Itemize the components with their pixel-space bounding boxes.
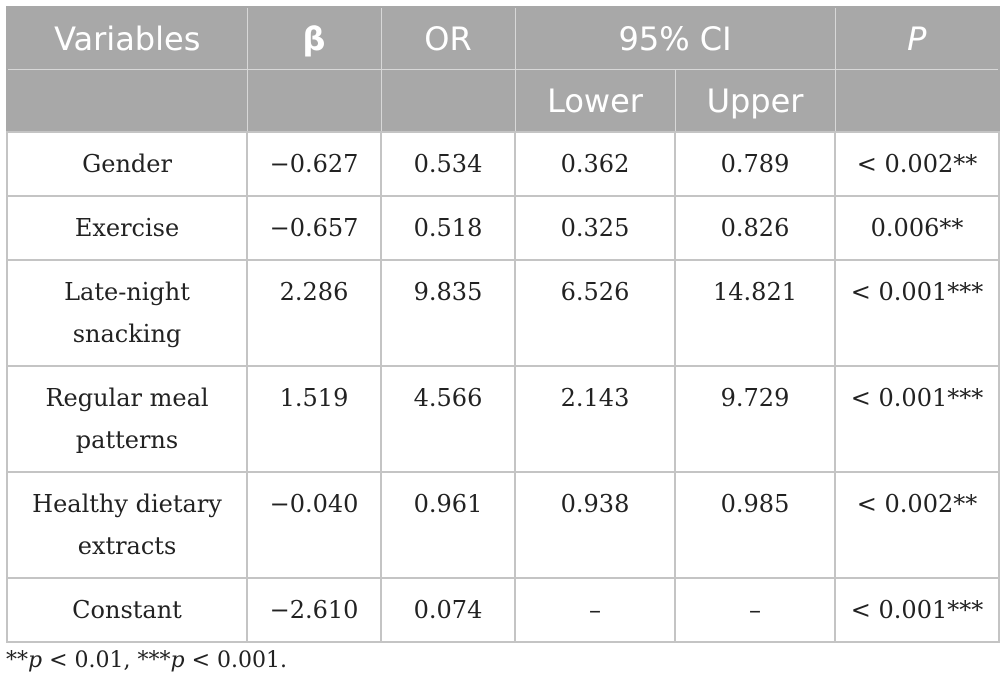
cell-or: 0.534 [380,131,516,197]
header-upper: Upper [674,69,836,132]
table-row: Regular meal patterns 1.519 4.566 2.143 … [6,365,1001,473]
footnote-p: p [170,648,185,673]
header-sub-empty [380,69,516,132]
header-or: OR [380,7,516,70]
table-container: Variables β OR 95% CI P Lower Upper Gend… [6,6,1001,643]
cell-upper: 0.826 [673,195,837,261]
header-ci: 95% CI [514,7,836,70]
cell-p: < 0.001*** [834,365,1001,473]
header-sub-empty [246,69,382,132]
header-variables: Variables [6,7,248,70]
cell-upper: 9.729 [673,365,837,473]
cell-or: 0.961 [380,471,516,579]
cell-p: < 0.001*** [834,577,1001,643]
header-lower: Lower [514,69,676,132]
table-row: Exercise −0.657 0.518 0.325 0.826 0.006*… [6,195,1001,261]
cell-variable: Late-night snacking [6,259,248,367]
cell-lower: 0.362 [514,131,676,197]
cell-upper: 14.821 [673,259,837,367]
header-beta: β [246,7,382,70]
footnote-p: p [28,648,43,673]
table-row: Healthy dietary extracts −0.040 0.961 0.… [6,471,1001,579]
cell-lower: – [514,577,676,643]
header-sub-empty [6,69,248,132]
cell-variable: Regular meal patterns [6,365,248,473]
footnote-text: < 0.001. [184,648,287,673]
cell-lower: 0.325 [514,195,676,261]
header-p: P [834,7,1000,70]
cell-p: < 0.002** [834,471,1001,579]
cell-variable: Constant [6,577,248,643]
cell-p: 0.006** [834,195,1001,261]
cell-lower: 6.526 [514,259,676,367]
cell-or: 4.566 [380,365,516,473]
cell-beta: −0.040 [246,471,382,579]
header-row-sub: Lower Upper [6,69,1000,132]
cell-variable: Healthy dietary extracts [6,471,248,579]
footnote-text: < 0.01, [42,648,138,673]
table-row: Late-night snacking 2.286 9.835 6.526 14… [6,259,1001,367]
cell-upper: 0.985 [673,471,837,579]
footnote-stars-3: *** [137,648,171,673]
table-row: Gender −0.627 0.534 0.362 0.789 < 0.002*… [6,131,1001,197]
table-row: Constant −2.610 0.074 – – < 0.001*** [6,577,1001,643]
cell-p: < 0.002** [834,131,1001,197]
cell-beta: 2.286 [246,259,382,367]
cell-p: < 0.001*** [834,259,1001,367]
cell-beta: 1.519 [246,365,382,473]
cell-upper: 0.789 [673,131,837,197]
cell-lower: 2.143 [514,365,676,473]
cell-or: 0.074 [380,577,516,643]
cell-or: 0.518 [380,195,516,261]
cell-lower: 0.938 [514,471,676,579]
header-row-top: Variables β OR 95% CI P [6,7,1000,70]
cell-or: 9.835 [380,259,516,367]
cell-upper: – [673,577,837,643]
header-sub-empty [834,69,1000,132]
cell-beta: −2.610 [246,577,382,643]
footnote-stars-2: ** [6,648,28,673]
cell-variable: Gender [6,131,248,197]
regression-table: Variables β OR 95% CI P Lower Upper Gend… [6,6,1001,643]
table-footnote: **p < 0.01, ***p < 0.001. [6,648,287,673]
cell-beta: −0.627 [246,131,382,197]
cell-variable: Exercise [6,195,248,261]
cell-beta: −0.657 [246,195,382,261]
